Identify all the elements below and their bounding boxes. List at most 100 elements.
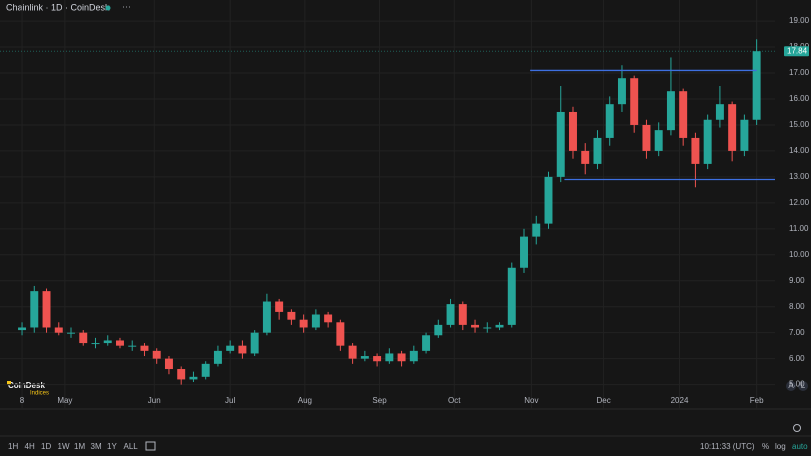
candle-body <box>213 350 222 364</box>
x-tick-label: Sep <box>372 396 387 405</box>
candle-body <box>360 356 369 359</box>
l-button[interactable] <box>798 381 808 391</box>
candle-body <box>544 176 553 224</box>
y-tick-label: 14.00 <box>789 146 810 155</box>
a-button[interactable] <box>786 381 796 391</box>
x-tick-label: May <box>57 396 72 405</box>
y-tick-label: 13.00 <box>789 172 810 181</box>
candle-body <box>140 345 149 351</box>
candle-body <box>458 304 467 325</box>
last-price-box <box>784 46 809 57</box>
range-button[interactable]: 1W <box>58 442 70 451</box>
candle-body <box>348 345 357 359</box>
more-icon[interactable]: ··· <box>122 1 131 11</box>
log-button[interactable]: log <box>775 442 786 451</box>
candle-body <box>128 345 137 347</box>
chart-title: Chainlink · 1D · CoinDesk <box>6 2 110 12</box>
range-button[interactable]: 3M <box>91 442 102 451</box>
candle-body <box>532 223 541 237</box>
calendar-icon[interactable] <box>145 441 156 451</box>
x-tick-label: 8 <box>20 396 25 405</box>
candle-body <box>18 327 27 331</box>
y-tick-label: 6.00 <box>789 354 805 363</box>
candle-body <box>336 322 345 346</box>
range-button[interactable]: 1D <box>41 442 51 451</box>
candle-body <box>287 311 296 320</box>
candle-body <box>654 130 663 151</box>
candle-body <box>54 327 63 333</box>
candle-body <box>299 319 308 328</box>
candle-body <box>666 91 675 131</box>
candle-body <box>91 343 100 345</box>
range-button[interactable]: 1Y <box>107 442 117 451</box>
candle-body <box>642 124 651 151</box>
x-tick-label: 2024 <box>671 396 689 405</box>
x-tick-label: Jun <box>148 396 161 405</box>
candle-body <box>116 340 124 346</box>
auto-button[interactable]: auto <box>792 442 808 451</box>
candle-body <box>495 324 504 328</box>
status-dot <box>105 5 111 11</box>
range-button[interactable]: ALL <box>124 442 139 451</box>
candle-body <box>715 104 724 120</box>
candle-body <box>201 363 210 377</box>
candle-body <box>507 267 516 325</box>
candle-body <box>630 78 639 125</box>
y-tick-label: 5.00 <box>789 380 805 389</box>
candle-body <box>275 301 284 312</box>
range-button[interactable]: 1M <box>74 442 85 451</box>
candle-body <box>262 301 271 333</box>
candle-body <box>434 324 443 336</box>
y-tick-label: 9.00 <box>789 276 805 285</box>
y-tick-label: 17.00 <box>789 68 810 77</box>
logo: CoinDesk <box>8 381 45 390</box>
candle-body <box>385 353 394 362</box>
candle-body <box>728 104 737 151</box>
y-tick-label: 7.00 <box>789 328 805 337</box>
percent-button[interactable]: % <box>762 442 769 451</box>
candle-body <box>593 137 602 164</box>
candle-body <box>617 78 626 105</box>
candle-body <box>79 332 88 344</box>
y-tick-label: 16.00 <box>789 94 810 103</box>
candle-body <box>520 236 528 268</box>
range-button[interactable]: 4H <box>25 442 35 451</box>
y-tick-label: 10.00 <box>789 250 810 259</box>
candle-body <box>581 150 590 164</box>
candle-body <box>103 340 112 344</box>
x-tick-label: Aug <box>298 396 312 405</box>
candle-body <box>189 376 198 380</box>
candle-body <box>226 345 235 351</box>
candle-body <box>324 314 333 323</box>
logo-sub: Indices <box>30 391 49 397</box>
candle-body <box>30 291 39 328</box>
candle-body <box>250 332 259 354</box>
candle-body <box>679 91 688 138</box>
candle-body <box>409 350 418 362</box>
y-tick-label: 8.00 <box>789 302 805 311</box>
candle-body <box>471 324 480 328</box>
candle-body <box>311 314 320 328</box>
y-tick-label: 11.00 <box>789 224 809 233</box>
x-tick-label: Feb <box>750 396 764 405</box>
candle-body <box>691 137 700 164</box>
x-tick-label: Jul <box>225 396 235 405</box>
candle-body <box>605 104 614 138</box>
y-tick-label: 19.00 <box>789 16 810 25</box>
range-button[interactable]: 1H <box>8 442 18 451</box>
candle-body <box>373 356 382 362</box>
logo-mark <box>7 381 11 385</box>
x-tick-label: Nov <box>524 396 538 405</box>
candle-body <box>483 327 492 329</box>
settings-icon[interactable] <box>793 424 801 432</box>
l-label[interactable]: L <box>801 381 806 390</box>
a-label[interactable]: A <box>788 381 794 390</box>
candle-body <box>397 353 406 362</box>
candle-body <box>238 345 247 354</box>
candle-body <box>67 332 75 334</box>
x-tick-label: Dec <box>596 396 610 405</box>
candle-body <box>164 358 173 370</box>
candle-body <box>703 119 712 164</box>
candle-body <box>752 51 761 120</box>
